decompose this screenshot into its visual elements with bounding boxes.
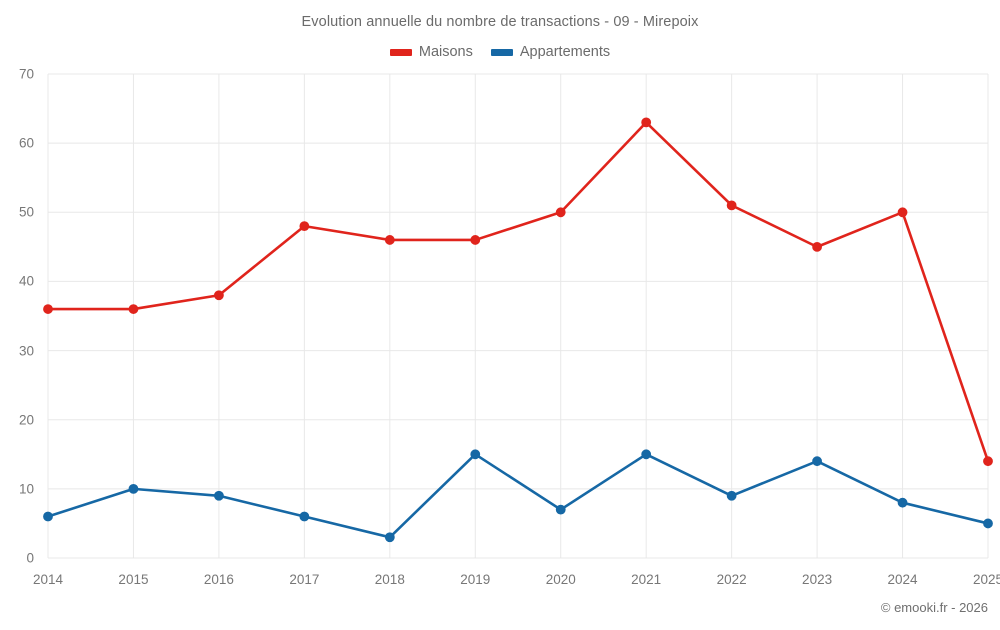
data-point[interactable]: [726, 200, 737, 211]
y-tick-label: 10: [18, 481, 34, 497]
data-point[interactable]: [470, 449, 481, 460]
data-point[interactable]: [470, 235, 481, 245]
legend-label-appartements: Appartements: [519, 44, 611, 60]
data-point[interactable]: [43, 511, 53, 522]
data-point[interactable]: [983, 518, 993, 529]
chart-legend: Maisons Appartements: [0, 44, 1000, 60]
chart-title: Evolution annuelle du nombre de transact…: [301, 14, 699, 30]
data-point[interactable]: [726, 490, 737, 501]
data-point[interactable]: [812, 241, 822, 252]
legend-swatch-appartements: [490, 48, 513, 56]
y-tick-label: 70: [18, 66, 34, 82]
x-tick-label: 2020: [545, 572, 576, 587]
data-point[interactable]: [555, 504, 566, 515]
x-tick-label: 2015: [118, 572, 149, 587]
series-line-appartements: [46, 452, 990, 539]
data-point[interactable]: [641, 449, 652, 460]
series-line-maisons: [46, 121, 990, 463]
data-point[interactable]: [384, 532, 395, 543]
x-tick-label: 2014: [32, 572, 64, 587]
legend-swatch-maisons: [389, 48, 412, 56]
footer-credit: © emooki.fr - 2026: [880, 600, 988, 615]
y-tick-label: 0: [26, 550, 34, 566]
y-tick-label: 60: [18, 135, 34, 151]
data-point[interactable]: [128, 483, 139, 494]
legend-item-maisons[interactable]: Maisons: [389, 44, 473, 60]
data-point[interactable]: [299, 221, 310, 232]
x-tick-label: 2016: [203, 572, 234, 587]
y-tick-label: 40: [18, 273, 34, 289]
x-tick-label: 2022: [716, 572, 747, 587]
x-tick-label: 2019: [460, 572, 491, 587]
y-tick-label: 50: [18, 204, 34, 220]
x-tick-label: 2024: [887, 572, 918, 587]
legend-label-maisons: Maisons: [418, 44, 473, 60]
data-point[interactable]: [214, 490, 224, 501]
data-point[interactable]: [128, 304, 139, 314]
data-point[interactable]: [555, 207, 566, 218]
data-point[interactable]: [384, 235, 395, 245]
x-tick-label: 2025: [972, 572, 1000, 587]
data-point[interactable]: [983, 456, 993, 467]
data-point[interactable]: [214, 290, 224, 301]
x-tick-label: 2017: [289, 572, 320, 587]
x-tick-label: 2018: [374, 572, 405, 587]
data-point[interactable]: [897, 497, 908, 508]
data-point[interactable]: [812, 456, 822, 467]
legend-item-appartements[interactable]: Appartements: [490, 44, 611, 60]
x-tick-label: 2021: [631, 572, 662, 587]
y-tick-label: 20: [18, 412, 34, 428]
data-point[interactable]: [43, 304, 53, 314]
data-point[interactable]: [641, 117, 652, 128]
y-tick-label: 30: [18, 343, 34, 359]
data-point[interactable]: [897, 207, 908, 218]
data-point[interactable]: [299, 511, 310, 522]
x-tick-label: 2023: [802, 572, 833, 587]
